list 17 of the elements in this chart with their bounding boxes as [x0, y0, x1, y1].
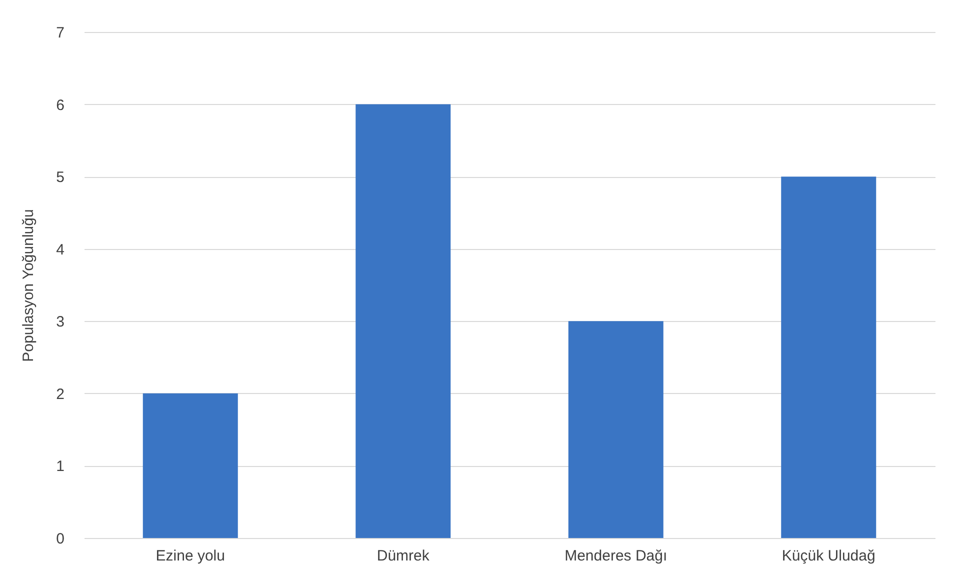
y-tick-label: 3 [56, 314, 64, 331]
y-tick-label: 4 [56, 241, 64, 258]
bar [356, 104, 451, 538]
bar [781, 176, 876, 538]
y-tick-label: 5 [56, 169, 64, 186]
y-tick-label: 2 [56, 386, 64, 403]
y-tick-label: 0 [56, 530, 64, 548]
y-tick-label: 6 [56, 96, 64, 114]
x-tick-label: Ezine yolu [156, 548, 225, 564]
y-tick-label: 1 [56, 458, 64, 476]
x-tick-label: Küçük Uludağ [782, 548, 876, 564]
x-tick-label: Menderes Dağı [564, 548, 668, 564]
y-tick-label: 7 [56, 24, 64, 42]
y-axis-title: Populasyon Yoğunluğu [20, 209, 38, 362]
x-tick-label: Dümrek [376, 548, 430, 564]
bar [142, 393, 238, 538]
bar [568, 321, 664, 538]
